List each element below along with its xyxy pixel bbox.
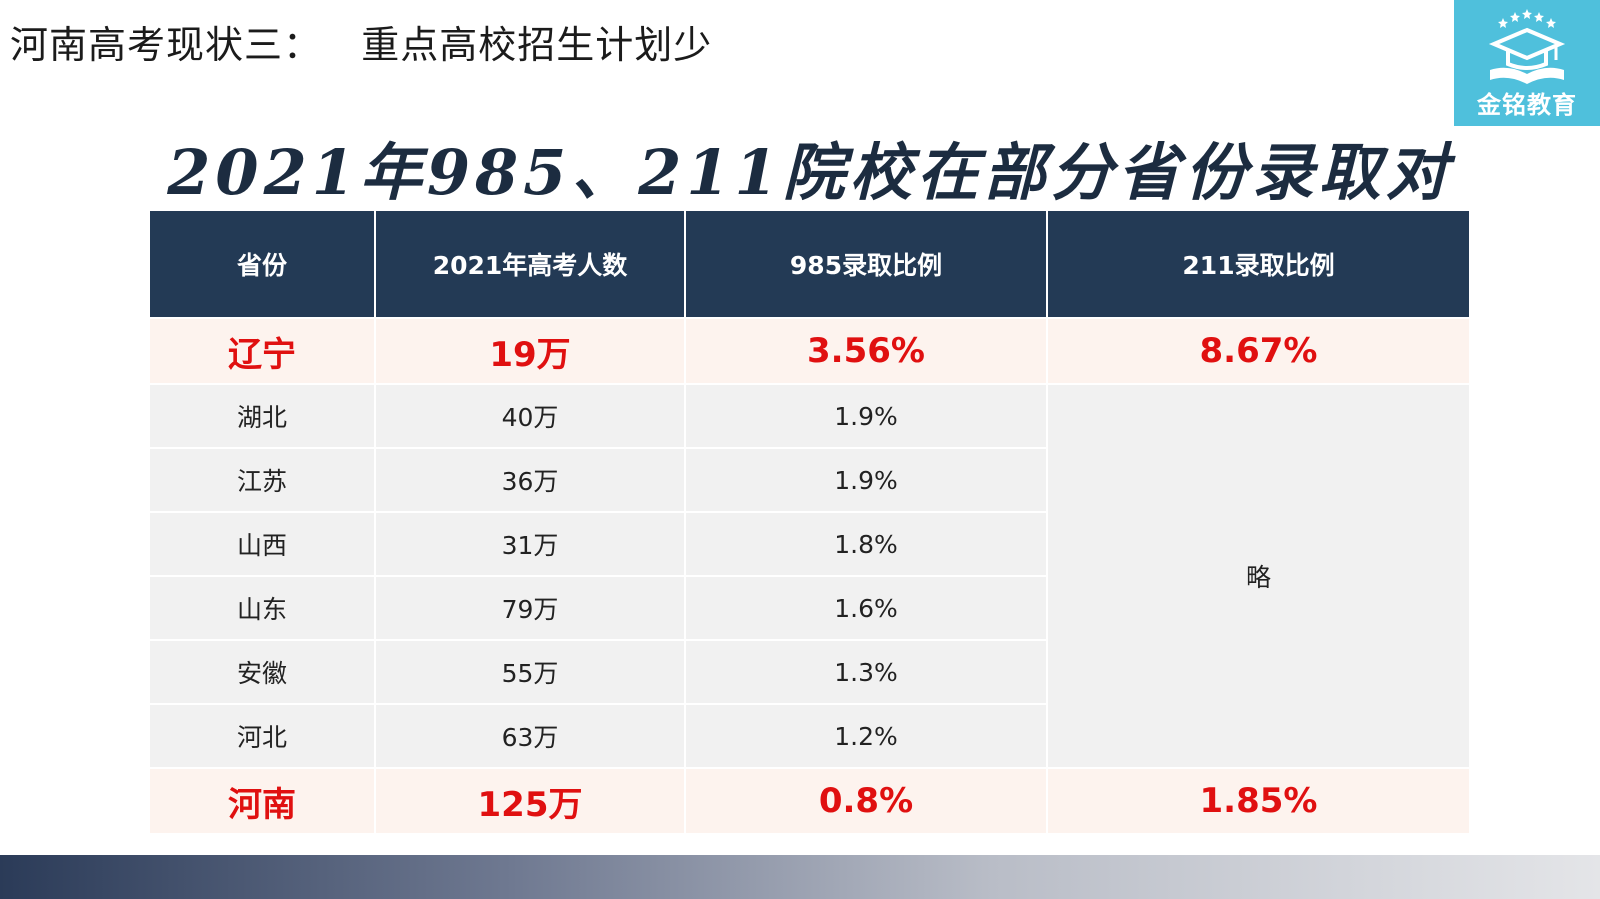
province-cell: 辽宁 xyxy=(150,318,376,385)
students-cell: 63万 xyxy=(375,704,686,769)
comparison-table: 省份 2021年高考人数 985录取比例 211录取比例 辽宁 19万 3.56… xyxy=(150,211,1471,835)
table-row: 江苏 36万 1.9% xyxy=(150,448,1470,513)
rate-985-cell: 3.56% xyxy=(685,318,1048,385)
students-cell: 40万 xyxy=(375,384,686,449)
rate-985-cell: 1.8% xyxy=(685,512,1048,577)
omitted-cell: 略 xyxy=(1047,384,1471,769)
header-province: 省份 xyxy=(150,211,376,319)
rate-211-cell: 8.67% xyxy=(1047,318,1471,385)
rate-985-cell: 1.9% xyxy=(685,448,1048,513)
table-row-highlight-bottom: 河南 125万 0.8% 1.85% xyxy=(150,768,1471,835)
table-row: 安徽 55万 1.3% xyxy=(150,640,1470,705)
province-cell: 山西 xyxy=(150,512,376,577)
table-row: 山东 79万 1.6% xyxy=(150,576,1470,641)
students-cell: 125万 xyxy=(375,768,686,835)
table-row-highlight-top: 辽宁 19万 3.56% 8.67% xyxy=(150,318,1471,385)
logo-text: 金铭教育 xyxy=(1477,91,1577,119)
students-cell: 36万 xyxy=(375,448,686,513)
header-211-rate: 211录取比例 xyxy=(1047,211,1471,319)
table-row: 山西 31万 1.8% xyxy=(150,512,1470,577)
province-cell: 江苏 xyxy=(150,448,376,513)
table-row: 河北 63万 1.2% xyxy=(150,704,1470,769)
bottom-decor-bar xyxy=(0,855,1600,899)
rate-211-cell: 1.85% xyxy=(1047,768,1471,835)
province-cell: 安徽 xyxy=(150,640,376,705)
students-cell: 31万 xyxy=(375,512,686,577)
slide-title: 河南高考现状三： 重点高校招生计划少 xyxy=(10,23,713,67)
table-row: 湖北 40万 1.9% 略 xyxy=(150,384,1471,769)
province-cell: 山东 xyxy=(150,576,376,641)
rate-985-cell: 1.2% xyxy=(685,704,1048,769)
rate-985-cell: 1.9% xyxy=(685,384,1048,449)
header-students: 2021年高考人数 xyxy=(375,211,686,319)
students-cell: 19万 xyxy=(375,318,686,385)
province-cell: 河北 xyxy=(150,704,376,769)
rate-985-cell: 0.8% xyxy=(685,768,1048,835)
table-header-row: 省份 2021年高考人数 985录取比例 211录取比例 xyxy=(150,211,1471,319)
rate-985-cell: 1.3% xyxy=(685,640,1048,705)
students-cell: 55万 xyxy=(375,640,686,705)
province-cell: 湖北 xyxy=(150,384,376,449)
logo: 金铭教育 xyxy=(1454,0,1600,126)
graduation-cap-book-icon xyxy=(1488,9,1566,84)
rate-985-cell: 1.6% xyxy=(685,576,1048,641)
header-985-rate: 985录取比例 xyxy=(685,211,1048,319)
students-cell: 79万 xyxy=(375,576,686,641)
province-cell: 河南 xyxy=(150,768,376,835)
